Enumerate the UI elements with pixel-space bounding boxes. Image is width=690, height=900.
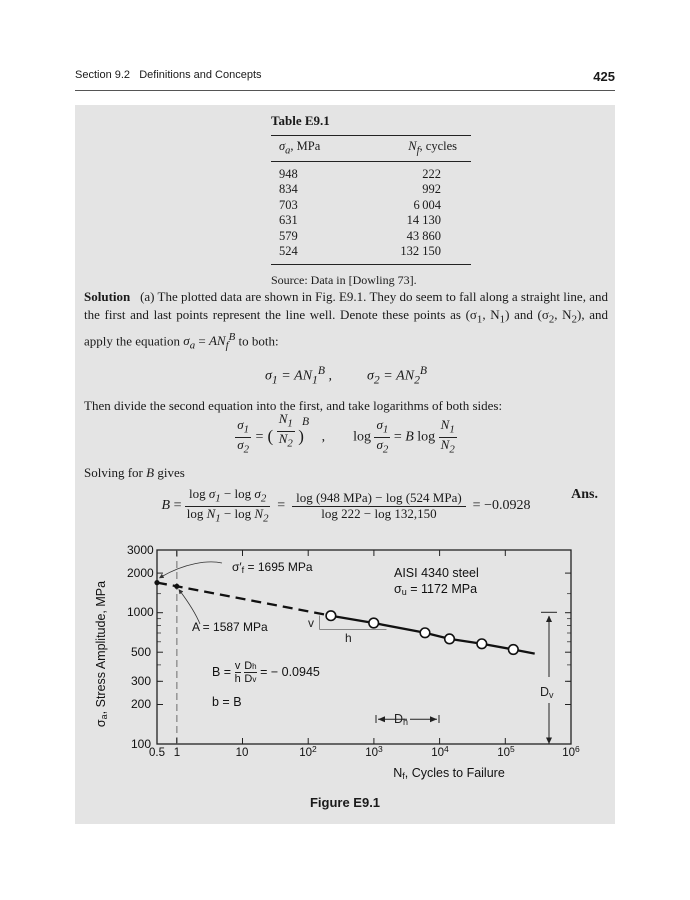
svg-text:v: v xyxy=(308,616,314,630)
svg-text:Dh: Dh xyxy=(394,712,408,727)
svg-text:h: h xyxy=(345,631,352,645)
svg-text:Dv: Dv xyxy=(540,685,554,700)
